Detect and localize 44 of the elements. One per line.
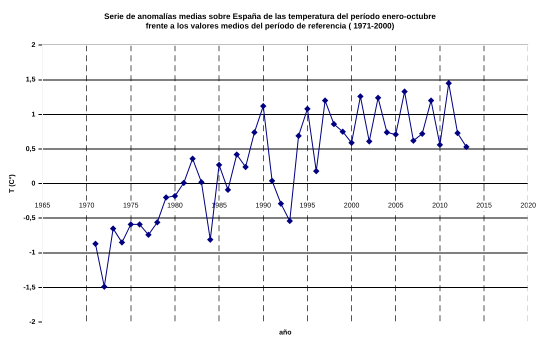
point: [402, 88, 408, 95]
point: [136, 221, 143, 228]
point: [110, 226, 116, 232]
point: [154, 219, 160, 226]
point: [172, 193, 178, 200]
point: [278, 200, 284, 207]
point: [216, 162, 222, 168]
point: [296, 132, 302, 139]
point: [366, 138, 372, 144]
point: [384, 129, 390, 136]
point: [428, 98, 434, 104]
point: [340, 128, 346, 135]
point: [348, 140, 355, 146]
point: [313, 168, 320, 174]
point: [145, 232, 152, 238]
point: [128, 221, 134, 228]
point: [269, 178, 276, 184]
point: [224, 186, 231, 193]
point: [304, 106, 310, 112]
point: [180, 180, 187, 186]
point: [286, 218, 293, 224]
point: [118, 239, 125, 246]
point: [454, 130, 461, 136]
point: [163, 194, 170, 200]
point: [419, 130, 426, 137]
point: [260, 103, 266, 110]
point: [436, 142, 443, 148]
point: [92, 240, 98, 247]
point: [101, 284, 108, 290]
point: [375, 94, 382, 101]
point: [322, 98, 328, 104]
point: [410, 138, 416, 144]
point: [330, 121, 337, 128]
point: [198, 179, 204, 186]
point: [234, 152, 240, 158]
point: [242, 164, 249, 170]
point: [357, 93, 364, 100]
point: [463, 144, 470, 150]
chart-title: Serie de anomalías medias sobre España de las temperatura del período enero-octubre frente a los valores medios del período de referencia ( 1971-2000): [104, 12, 436, 31]
point: [207, 236, 214, 243]
point: [251, 129, 258, 136]
point: [392, 131, 399, 138]
point: [190, 156, 196, 162]
point: [446, 80, 452, 86]
